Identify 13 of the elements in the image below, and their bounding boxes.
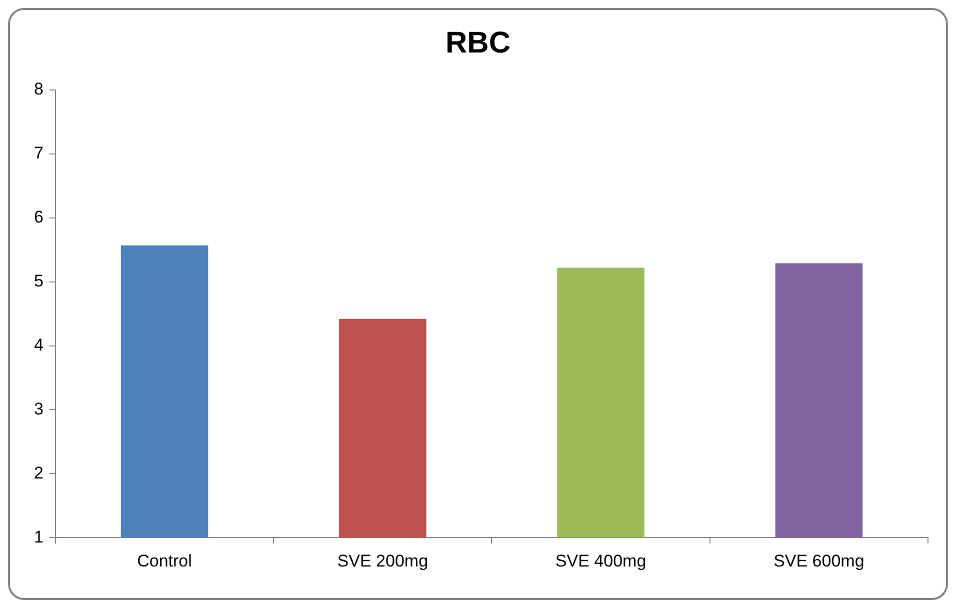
y-tick-label: 4 [34, 335, 44, 354]
y-tick-label: 1 [34, 527, 44, 546]
y-tick-label: 5 [34, 272, 44, 291]
y-tick-label: 6 [34, 208, 44, 227]
x-tick-label: Control [137, 551, 192, 570]
chart-title: RBC [446, 26, 510, 60]
y-tick-label: 8 [34, 80, 44, 99]
y-tick-label: 7 [34, 144, 44, 163]
y-tick-label: 3 [34, 399, 44, 418]
x-tick-label: SVE 200mg [337, 551, 428, 570]
x-tick-label: SVE 600mg [774, 551, 864, 570]
y-tick-label: 2 [34, 463, 44, 482]
x-tick-label: SVE 400mg [555, 551, 646, 570]
